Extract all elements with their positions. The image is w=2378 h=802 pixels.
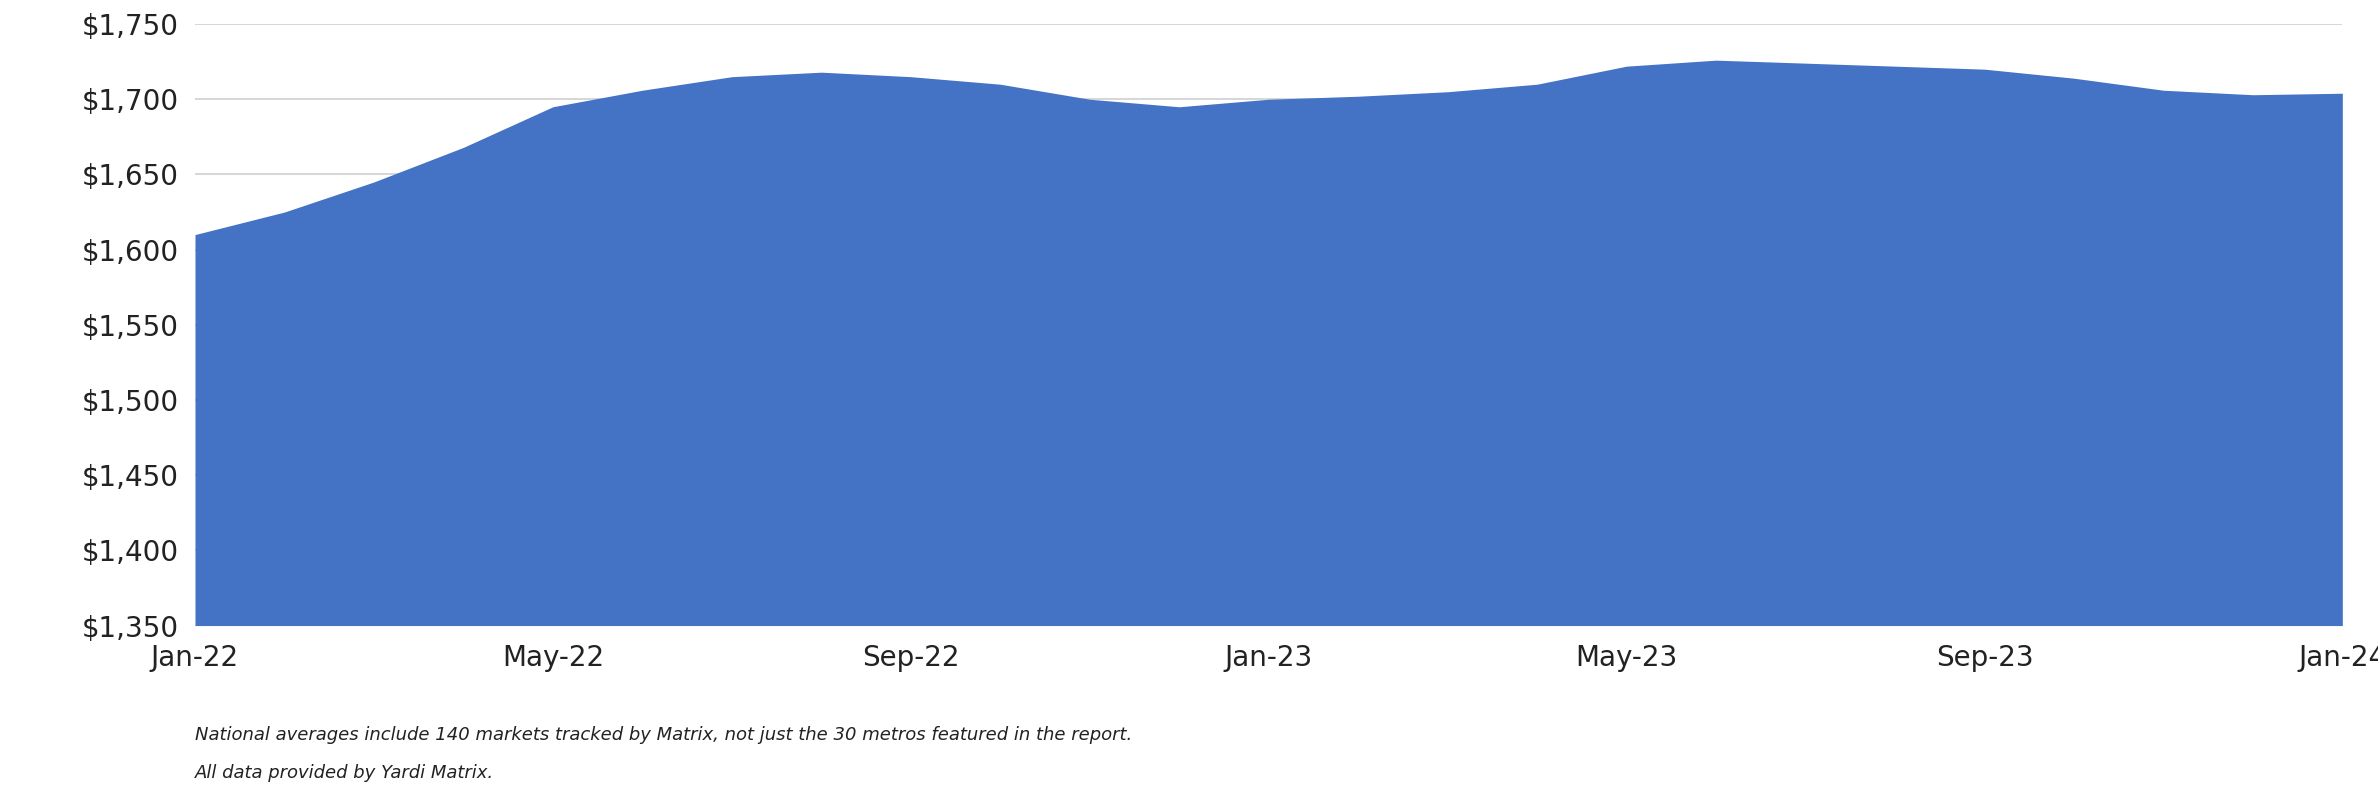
Text: National averages include 140 markets tracked by Matrix, not just the 30 metros : National averages include 140 markets tr… bbox=[195, 726, 1132, 743]
Text: All data provided by Yardi Matrix.: All data provided by Yardi Matrix. bbox=[195, 764, 495, 781]
